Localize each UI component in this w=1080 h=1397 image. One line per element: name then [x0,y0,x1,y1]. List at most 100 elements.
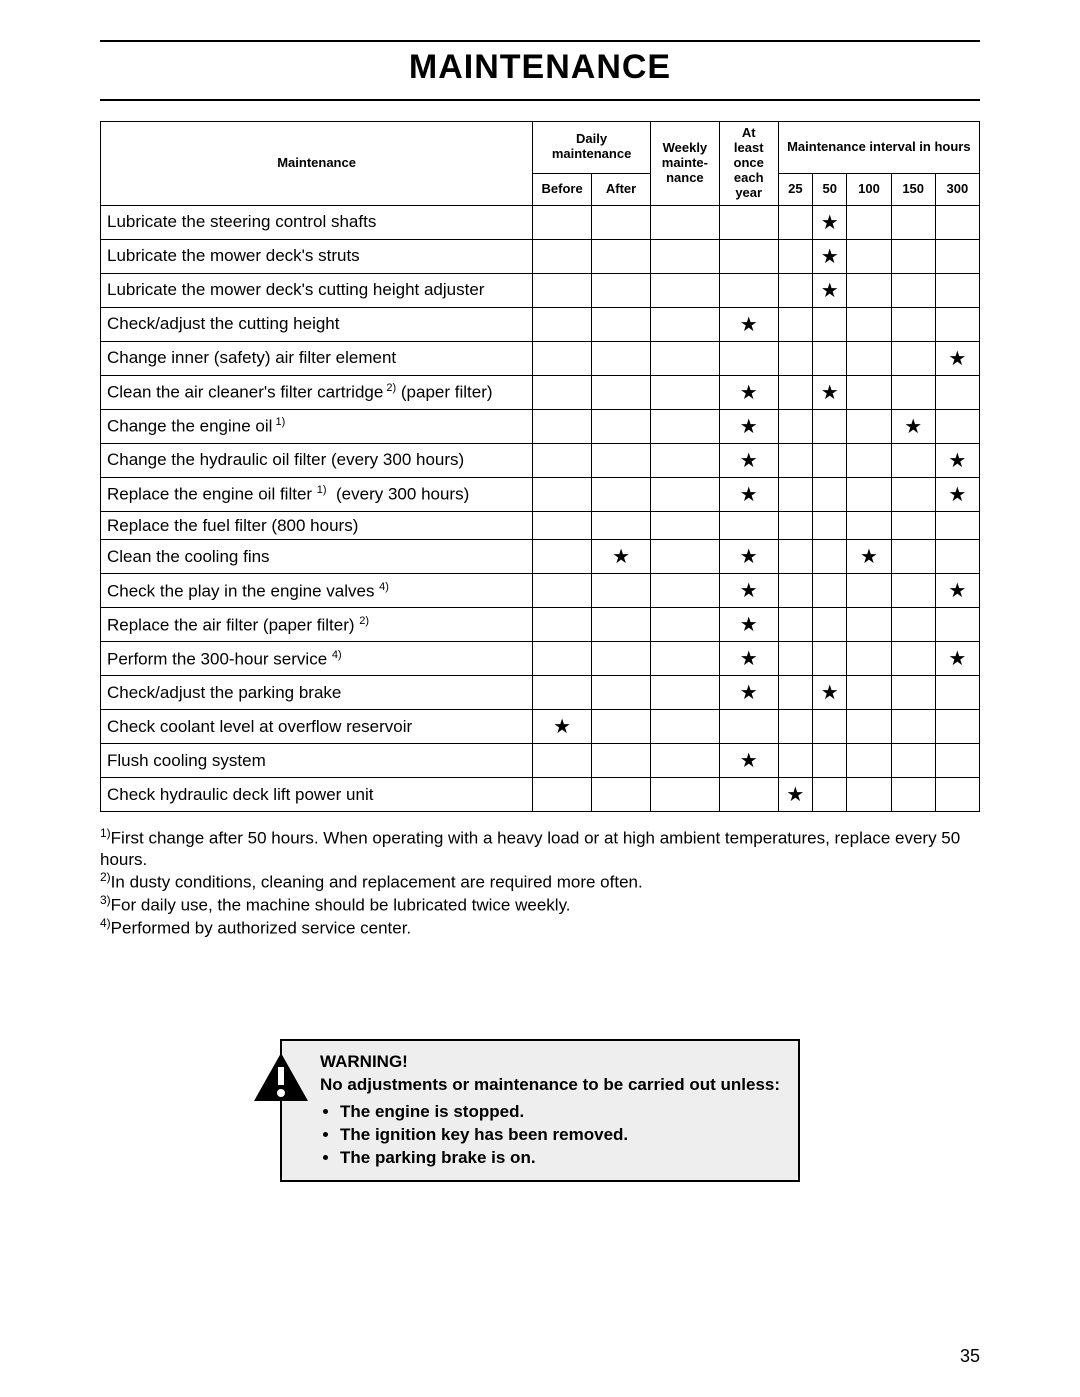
table-row: Change the hydraulic oil filter (every 3… [101,443,980,477]
cell [847,307,891,341]
maintenance-table: Maintenance Daily maintenance Weekly mai… [100,121,980,812]
cell [778,273,812,307]
cell [891,239,935,273]
cell [533,540,592,574]
page-number: 35 [960,1346,980,1367]
table-row: Check coolant level at overflow reservoi… [101,710,980,744]
cell [813,477,847,511]
th-50: 50 [813,173,847,205]
cell: ★ [935,443,979,477]
cell [592,608,651,642]
cell [651,710,720,744]
cell [651,205,720,239]
cell [778,443,812,477]
cell [891,710,935,744]
cell [847,744,891,778]
cell [891,778,935,812]
cell [813,511,847,540]
cell [847,443,891,477]
cell [533,443,592,477]
cell [891,511,935,540]
cell [651,375,720,409]
cell [847,511,891,540]
cell [651,540,720,574]
cell [935,375,979,409]
cell [592,676,651,710]
cell: ★ [533,710,592,744]
cell [891,477,935,511]
cell [847,642,891,676]
warning-text: WARNING! No adjustments or maintenance t… [320,1051,780,1170]
table-row: Clean the air cleaner's filter cartridge… [101,375,980,409]
cell [533,642,592,676]
cell [651,477,720,511]
th-25: 25 [778,173,812,205]
cell [891,540,935,574]
cell [533,375,592,409]
cell [847,574,891,608]
cell [935,676,979,710]
table-row: Replace the engine oil filter 1) (every … [101,477,980,511]
table-row: Lubricate the mower deck's struts★ [101,239,980,273]
cell [651,511,720,540]
cell: ★ [719,409,778,443]
title-underline [100,99,980,101]
cell [533,205,592,239]
cell [592,477,651,511]
cell [778,642,812,676]
cell [935,710,979,744]
cell [813,778,847,812]
cell [592,205,651,239]
cell [592,409,651,443]
cell: ★ [935,341,979,375]
cell [778,409,812,443]
cell [847,409,891,443]
cell [935,744,979,778]
cell [778,744,812,778]
th-150: 150 [891,173,935,205]
table-row: Check/adjust the cutting height★ [101,307,980,341]
cell: ★ [813,676,847,710]
warning-item: The parking brake is on. [340,1147,780,1170]
cell [592,574,651,608]
cell: ★ [592,540,651,574]
cell [592,642,651,676]
cell [533,341,592,375]
cell [533,273,592,307]
cell [651,409,720,443]
th-daily: Daily maintenance [533,122,651,174]
cell [847,239,891,273]
cell [778,710,812,744]
cell [533,778,592,812]
row-label: Perform the 300-hour service 4) [101,642,533,676]
table-row: Perform the 300-hour service 4)★★ [101,642,980,676]
page: MAINTENANCE Maintenance Daily maintenanc… [0,0,1080,1397]
cell [651,239,720,273]
cell [592,341,651,375]
footnote-line: 1)First change after 50 hours. When oper… [100,826,980,870]
cell [651,778,720,812]
th-interval: Maintenance interval in hours [778,122,979,174]
cell [935,205,979,239]
row-label: Lubricate the steering control shafts [101,205,533,239]
cell [719,239,778,273]
cell [813,608,847,642]
cell [533,744,592,778]
cell [778,307,812,341]
cell: ★ [719,477,778,511]
cell [778,205,812,239]
row-label: Replace the fuel filter (800 hours) [101,511,533,540]
cell: ★ [813,239,847,273]
cell [847,205,891,239]
cell [778,511,812,540]
cell: ★ [813,205,847,239]
cell: ★ [719,642,778,676]
table-row: Lubricate the steering control shafts ★ [101,205,980,239]
cell [778,477,812,511]
cell [935,239,979,273]
cell [651,443,720,477]
cell [533,409,592,443]
cell: ★ [719,608,778,642]
table-row: Clean the cooling fins★★★ [101,540,980,574]
cell: ★ [719,540,778,574]
